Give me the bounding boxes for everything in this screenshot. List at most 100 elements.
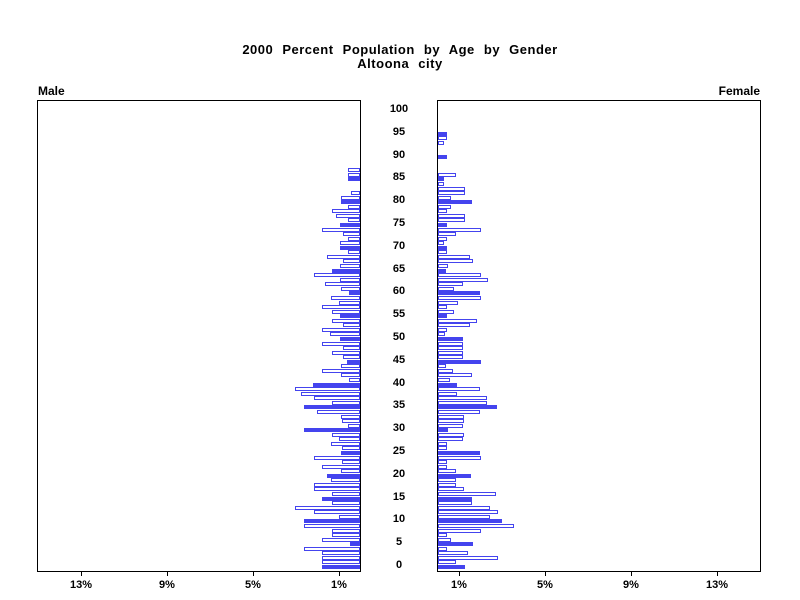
male-bar-age-85 (348, 177, 360, 181)
male-bar-age-46 (343, 355, 360, 359)
female-bar-age-90 (438, 155, 447, 159)
male-bar-age-61 (341, 287, 360, 291)
female-bar-age-36 (438, 401, 487, 405)
female-bar-age-27 (438, 442, 447, 446)
female-bar-age-85 (438, 177, 444, 181)
female-bar-age-54 (438, 319, 477, 323)
female-bar-age-55 (438, 314, 447, 318)
female-bar-age-45 (438, 360, 481, 364)
female-bar-age-29 (438, 433, 464, 437)
female-bar-age-19 (438, 478, 456, 482)
female-bar-age-30 (438, 428, 448, 432)
male-bar-age-3 (322, 551, 360, 555)
male-percent-tick-9-mark (167, 571, 168, 576)
female-bar-age-71 (438, 241, 444, 245)
female-percent-tick-5: 5% (537, 579, 553, 591)
female-bar-age-68 (438, 255, 470, 259)
female-bar-age-6 (438, 538, 451, 542)
female-bar-age-17 (438, 487, 464, 491)
male-bar-age-86 (348, 173, 360, 177)
female-bar-age-37 (438, 396, 487, 400)
male-bar-age-26 (342, 446, 360, 450)
female-bar-age-61 (438, 287, 454, 291)
female-percent-tick-1-mark (459, 571, 460, 576)
male-bar-age-55 (340, 314, 360, 318)
male-bar-age-14 (332, 501, 360, 505)
male-bar-age-6 (322, 538, 360, 542)
female-percent-tick-9: 9% (623, 579, 639, 591)
male-bar-age-17 (314, 487, 360, 491)
female-bar-age-1 (438, 560, 456, 564)
male-percent-tick-1-mark (339, 571, 340, 576)
male-bar-age-73 (343, 232, 360, 236)
age-tick-label-0: 0 (395, 559, 403, 571)
female-bar-age-93 (438, 141, 444, 145)
male-bar-age-72 (348, 237, 360, 241)
male-bar-age-22 (322, 465, 360, 469)
male-bar-age-49 (322, 342, 360, 346)
female-percent-tick-9-mark (631, 571, 632, 576)
male-bar-age-4 (304, 547, 360, 551)
male-bar-age-62 (325, 282, 360, 286)
age-tick-label-5: 5 (395, 536, 403, 548)
female-bar-age-77 (438, 214, 465, 218)
male-bar-age-81 (341, 196, 360, 200)
female-bar-age-53 (438, 323, 470, 327)
female-bar-age-69 (438, 250, 447, 254)
female-bar-age-62 (438, 282, 463, 286)
male-bar-age-32 (342, 419, 360, 423)
male-bar-age-57 (322, 305, 360, 309)
male-bar-age-20 (327, 474, 360, 478)
female-bar-age-94 (438, 136, 447, 140)
female-bar-age-73 (438, 232, 456, 236)
female-axis-label: Female (718, 84, 760, 98)
male-bar-age-19 (331, 478, 360, 482)
female-bar-age-9 (438, 524, 514, 528)
age-tick-label-100: 100 (389, 103, 409, 115)
female-bar-age-75 (438, 223, 447, 227)
female-bar-age-95 (438, 132, 447, 136)
female-bar-age-32 (438, 419, 464, 423)
age-tick-label-55: 55 (392, 308, 406, 320)
male-bar-age-51 (330, 332, 360, 336)
female-bar-age-26 (438, 446, 447, 450)
male-bar-age-63 (340, 278, 360, 282)
age-tick-label-10: 10 (392, 513, 406, 525)
female-bar-age-63 (438, 278, 488, 282)
female-bar-age-59 (438, 296, 481, 300)
female-bar-age-72 (438, 237, 447, 241)
female-bar-age-11 (438, 515, 490, 519)
male-bar-age-37 (314, 396, 360, 400)
female-bar-age-48 (438, 346, 463, 350)
male-bar-age-9 (304, 524, 360, 528)
age-tick-label-35: 35 (392, 399, 406, 411)
female-bar-age-20 (438, 474, 471, 478)
female-bar-age-5 (438, 542, 473, 546)
female-bar-age-86 (438, 173, 456, 177)
female-bar-age-25 (438, 451, 480, 455)
female-panel (437, 100, 761, 572)
male-bar-age-74 (322, 228, 360, 232)
female-bar-age-43 (438, 369, 453, 373)
female-bar-age-51 (438, 332, 445, 336)
female-bar-age-40 (438, 383, 457, 387)
male-bar-age-16 (332, 492, 360, 496)
male-bar-age-15 (322, 497, 360, 501)
male-bar-age-68 (327, 255, 360, 259)
female-bar-age-22 (438, 465, 447, 469)
male-percent-tick-5: 5% (245, 579, 261, 591)
female-bar-age-42 (438, 373, 472, 377)
female-bar-age-80 (438, 200, 472, 204)
female-bar-age-39 (438, 387, 480, 391)
male-bar-age-13 (295, 506, 360, 510)
male-bar-age-53 (343, 323, 360, 327)
male-bar-age-56 (332, 310, 360, 314)
age-tick-label-40: 40 (392, 377, 406, 389)
female-bar-age-38 (438, 392, 457, 396)
female-bar-age-74 (438, 228, 481, 232)
male-bar-age-65 (332, 269, 360, 273)
female-bar-age-4 (438, 547, 447, 551)
female-bar-age-49 (438, 342, 463, 346)
male-percent-tick-13: 13% (69, 579, 93, 591)
